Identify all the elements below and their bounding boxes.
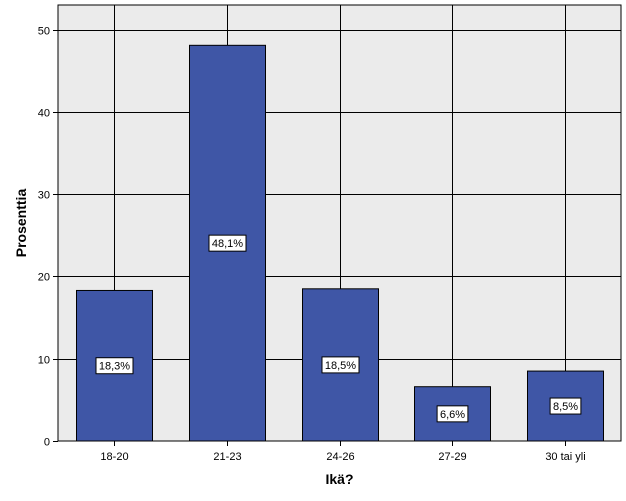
- x-tick-label: 21-23: [213, 451, 241, 463]
- plot-border: [57, 4, 622, 442]
- x-axis-title: Ikä?: [325, 471, 353, 487]
- data-label-box: [549, 397, 582, 415]
- y-tick-label: 0: [44, 437, 50, 449]
- data-label: 18,3%: [99, 361, 130, 373]
- x-tick-label: 18-20: [100, 451, 128, 463]
- data-label-box: [95, 357, 134, 375]
- y-tick-label: 30: [38, 190, 50, 202]
- y-axis-ticks: 0 10 20 30 40 50: [38, 26, 58, 449]
- data-label: 18,5%: [325, 360, 356, 372]
- data-label: 6,6%: [440, 409, 465, 421]
- y-tick-label: 20: [38, 272, 50, 284]
- y-axis-title: Prosenttia: [13, 189, 29, 258]
- data-label: 8,5%: [553, 401, 578, 413]
- x-tick-label: 24-26: [326, 451, 354, 463]
- bars: 18,3% 48,1% 18,5% 6,6% 8,5%: [76, 44, 604, 442]
- y-tick-label: 40: [38, 108, 50, 120]
- y-tick-label: 10: [38, 355, 50, 367]
- x-tick-label: 30 tai yli: [545, 451, 585, 463]
- data-label-box: [436, 405, 469, 423]
- y-tick-label: 50: [38, 26, 50, 38]
- x-tick-label: 27-29: [438, 451, 466, 463]
- data-label: 48,1%: [212, 238, 243, 250]
- x-axis-ticks: 18-20 21-23 24-26 27-29 30 tai yli: [100, 441, 586, 463]
- data-label-box: [208, 234, 247, 252]
- data-label-box: [321, 356, 360, 374]
